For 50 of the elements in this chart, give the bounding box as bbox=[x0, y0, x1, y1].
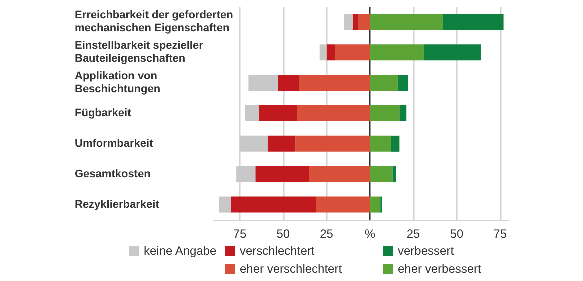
bar bbox=[259, 106, 298, 122]
x-tick-label: 25 bbox=[406, 227, 421, 241]
x-tick-label: 50 bbox=[276, 227, 290, 241]
legend-label: verbessert bbox=[398, 244, 455, 258]
bar bbox=[370, 166, 393, 182]
bar bbox=[443, 14, 504, 30]
legend-label: keine Angabe bbox=[144, 244, 218, 258]
bar bbox=[297, 106, 370, 122]
bar bbox=[370, 14, 444, 30]
bar bbox=[352, 14, 358, 30]
y-tick-label: Umformbarkeit bbox=[75, 138, 154, 150]
bar bbox=[231, 196, 316, 213]
bar bbox=[370, 136, 391, 152]
legend-label: eher verbessert bbox=[398, 262, 482, 276]
bar bbox=[358, 14, 370, 30]
bar bbox=[391, 136, 400, 152]
bar bbox=[248, 75, 278, 92]
bar bbox=[370, 196, 381, 213]
bar bbox=[245, 106, 260, 122]
x-tick-label: 50 bbox=[450, 227, 464, 241]
bar bbox=[299, 75, 370, 92]
legend-label: eher verschlechtert bbox=[240, 262, 343, 276]
x-tick-label: % bbox=[364, 227, 376, 241]
x-tick-label: 75 bbox=[494, 227, 508, 241]
y-tick-label: Rezyklierbarkeit bbox=[75, 198, 160, 211]
y-tick-label: Applikation von Beschichtungen bbox=[75, 70, 161, 96]
bar bbox=[256, 166, 310, 182]
x-tick-label: 75 bbox=[233, 227, 248, 241]
bar bbox=[309, 166, 370, 182]
legend-label: verschlechtert bbox=[240, 244, 316, 258]
bar bbox=[316, 196, 370, 213]
bar bbox=[326, 44, 336, 61]
bar bbox=[219, 196, 232, 213]
bar bbox=[392, 166, 396, 182]
x-tick-label: 25 bbox=[320, 227, 334, 241]
bar bbox=[370, 44, 424, 61]
y-tick-label: Einstellbarkeit spezieller Bauteileigenschaften bbox=[75, 40, 204, 66]
bar bbox=[296, 136, 370, 152]
bar bbox=[344, 14, 353, 30]
y-tick-label: Erreichbarkeit der geforderten mechanischen Eigenschaften bbox=[75, 10, 234, 35]
bar bbox=[278, 75, 300, 92]
bar bbox=[370, 106, 400, 122]
y-tick-label: Gesamtkosten bbox=[75, 168, 152, 180]
bar bbox=[398, 75, 408, 92]
bar bbox=[424, 44, 482, 61]
bar bbox=[400, 106, 407, 122]
bar bbox=[268, 136, 296, 152]
bar bbox=[370, 75, 398, 92]
bar bbox=[335, 44, 370, 61]
y-tick-label: Fügbarkeit bbox=[75, 108, 132, 120]
